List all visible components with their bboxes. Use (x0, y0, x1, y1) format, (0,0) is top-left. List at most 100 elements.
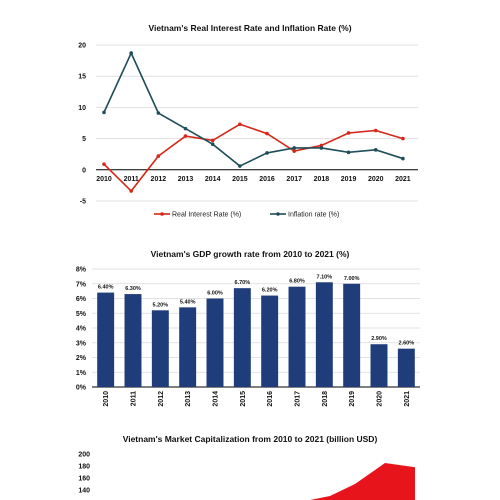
chart3-y-axis: 200 180 160 140 (78, 452, 90, 495)
chart1-x-tick-label: 2017 (286, 176, 302, 183)
chart2-y-tick-label: 1% (76, 370, 87, 377)
chart2-x-tick-label: 2012 (158, 391, 165, 407)
chart2-data-label: 2.60% (399, 341, 415, 347)
chart2-x-tick-label: 2010 (103, 391, 110, 407)
chart1-series-line-inflation (103, 51, 404, 167)
chart2-bar (206, 298, 224, 387)
chart1-data-point (156, 154, 161, 158)
chart1-data-point (373, 128, 378, 133)
chart2-title: Vietnam's GDP growth rate from 2010 to 2… (151, 249, 350, 259)
chart1-x-tick-label: 2013 (178, 176, 194, 183)
chart1-gridlines (96, 44, 418, 202)
chart2-data-label: 6.00% (207, 291, 223, 297)
chart2-y-axis: 8% 7% 6% 5% 4% 3% 2% 1% 0% (76, 267, 87, 392)
chart2-y-tick-label: 8% (76, 267, 87, 274)
chart1-legend: Real Interest Rate (%) Inflation rate (%… (154, 212, 339, 219)
chart1-x-tick-label: 2015 (232, 176, 248, 183)
chart2-data-label: 6.70% (235, 280, 251, 286)
chart3-y-tick-label: 200 (78, 452, 90, 459)
chart2-data-label: 5.20% (153, 302, 169, 308)
chart2-x-tick-label: 2013 (185, 391, 192, 407)
chart1-x-tick-label: 2011 (124, 176, 139, 183)
chart3-y-tick-label: 140 (78, 488, 90, 495)
chart1-data-point (265, 131, 269, 136)
chart1-data-point (319, 143, 324, 148)
chart1-data-point (238, 164, 242, 168)
chart2-x-tick-label: 2015 (240, 391, 247, 407)
chart1-x-tick-label: 2019 (341, 176, 357, 183)
chart1-x-axis: 2010 2011 2012 2013 2014 2015 2016 2017 2018 2019… (96, 176, 411, 183)
chart2-data-label: 6.30% (125, 286, 141, 292)
chart2-x-tick-label: 2014 (213, 391, 220, 407)
chart2-y-tick-label: 4% (76, 326, 87, 333)
chart3-y-tick-label: 160 (78, 476, 90, 483)
chart2-y-tick-label: 5% (76, 311, 87, 318)
chart2-y-tick-label: 6% (76, 296, 87, 303)
chart2-data-label: 5.40% (180, 299, 196, 305)
chart2-x-tick-label: 2011 (131, 391, 138, 406)
chart1-data-point (129, 51, 133, 55)
chart2-data-label: 7.00% (344, 276, 360, 282)
chart2-y-tick-label: 2% (76, 355, 87, 362)
chart1-y-tick-label: 5 (82, 136, 86, 143)
chart1-data-point (401, 136, 405, 141)
line-chart: Vietnam's Real Interest Rate and Inflati… (78, 23, 418, 219)
chart2-bar (151, 310, 169, 387)
chart2-x-tick-label: 2017 (295, 391, 302, 407)
chart3-title: Vietnam's Market Capitalization from 201… (123, 434, 378, 444)
chart2-x-tick-label: 2021 (404, 391, 411, 407)
chart2-data-label: 7.10% (317, 274, 333, 280)
chart1-data-point (319, 146, 324, 150)
chart2-bar (288, 286, 306, 387)
chart1-series-line-real-interest (103, 123, 404, 193)
chart1-data-point (265, 151, 269, 155)
chart1-y-tick-label: -5 (80, 199, 86, 206)
chart2-x-tick-label: 2019 (349, 391, 356, 407)
chart2-bar (179, 307, 197, 387)
chart1-x-tick-label: 2010 (96, 176, 112, 183)
chart2-bar (97, 292, 115, 387)
chart2-bar (233, 288, 251, 387)
chart2-x-tick-label: 2016 (267, 391, 274, 407)
chart3-area (310, 463, 415, 500)
chart1-x-tick-label: 2016 (259, 176, 275, 183)
chart1-series (102, 51, 405, 193)
chart2-data-label: 2.90% (371, 336, 387, 342)
chart1-data-point (102, 110, 106, 115)
chart1-data-point (292, 149, 297, 153)
chart2-x-tick-label: 2020 (377, 391, 384, 407)
chart1-y-axis: 20 15 10 5 0 -5 (78, 43, 86, 206)
chart2-bar (261, 295, 279, 387)
chart2-y-tick-label: 7% (76, 281, 87, 288)
chart2-bars: 6.40% 6.30% 5.20% 5.40% 6.00% 6.70% 6.20% 6.80%… (97, 274, 415, 387)
area-chart: Vietnam's Market Capitalization from 201… (78, 434, 415, 500)
chart3-area-fill (310, 463, 415, 500)
chart1-data-point (183, 126, 188, 131)
chart1-data-point (346, 131, 351, 135)
chart1-y-tick-label: 10 (78, 105, 86, 112)
chart1-x-tick-label: 2012 (151, 176, 167, 183)
chart1-data-point (129, 189, 133, 193)
chart2-x-axis: 2010 2011 2012 2013 2014 2015 2016 2017 2018 2019… (103, 391, 411, 407)
chart2-data-label: 6.80% (289, 279, 305, 285)
chart1-data-point (373, 148, 378, 152)
chart2-bar (124, 294, 142, 387)
chart2-gridlines (92, 268, 420, 388)
chart1-data-point (102, 162, 106, 166)
chart1-data-point (238, 122, 242, 127)
chart2-bar (370, 344, 388, 387)
chart2-y-tick-label: 3% (76, 340, 87, 347)
chart1-data-point (401, 156, 405, 161)
chart1-title: Vietnam's Real Interest Rate and Inflati… (148, 23, 351, 33)
chart1-data-point (346, 150, 351, 155)
chart2-y-tick-label: 0% (76, 385, 87, 392)
chart1-data-point (292, 146, 297, 150)
chart3-y-tick-label: 180 (78, 464, 90, 471)
chart2-bar (315, 282, 333, 387)
chart2-data-label: 6.20% (262, 288, 278, 294)
chart1-x-tick-label: 2018 (314, 176, 330, 183)
chart1-data-point (183, 134, 188, 138)
chart1-x-tick-label: 2014 (205, 176, 221, 183)
chart1-x-tick-label: 2020 (368, 176, 384, 183)
